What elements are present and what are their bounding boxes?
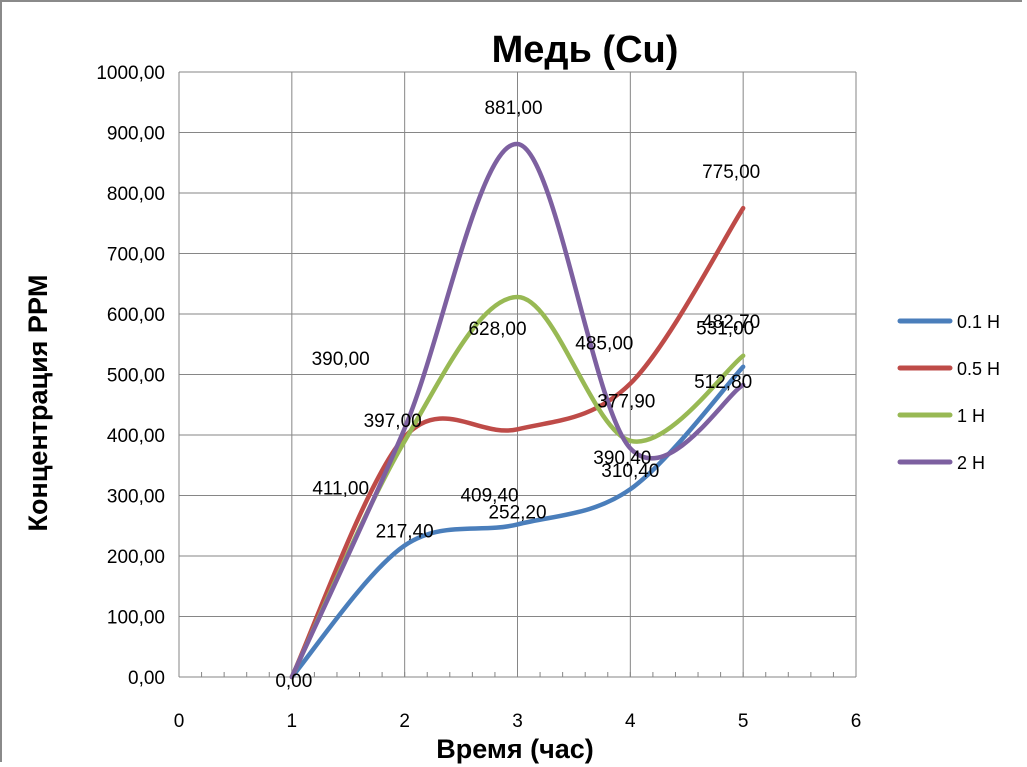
series-line-0-5 (289, 205, 746, 680)
y-tick-label: 1000,00 (96, 63, 165, 84)
chart-title: Медь (Cu) (492, 29, 679, 71)
legend-label: 0.1 Н (957, 312, 1000, 332)
y-tick-label: 300,00 (107, 487, 165, 508)
x-tick-label: 0 (174, 711, 185, 732)
data-label: 217,40 (376, 521, 434, 542)
data-label: 252,20 (488, 502, 546, 523)
data-label: 397,00 (364, 411, 422, 432)
y-tick-label: 700,00 (107, 245, 165, 266)
data-label: 409,40 (460, 485, 518, 506)
data-label: 390,40 (593, 448, 651, 469)
data-label: 775,00 (702, 162, 760, 183)
y-tick-label: 800,00 (107, 184, 165, 205)
data-label: 310,40 (601, 461, 659, 482)
y-tick-label: 500,00 (107, 366, 165, 387)
y-tick-label: 400,00 (107, 426, 165, 447)
x-minor-ticks (178, 672, 857, 677)
gridlines (178, 71, 857, 678)
x-tick-label: 6 (851, 711, 862, 732)
x-axis-title: Время (час) (436, 734, 594, 764)
data-label: 390,00 (312, 349, 370, 370)
y-tick-label: 900,00 (107, 124, 165, 145)
y-tick-label: 600,00 (107, 305, 165, 326)
data-label: 0,00 (275, 671, 312, 692)
data-label: 512,80 (694, 372, 752, 393)
x-tick-label: 1 (287, 711, 298, 732)
data-labels: 0,00 217,40 252,20 310,40 512,80 397,00 409,40… (275, 98, 760, 692)
y-tick-label: 200,00 (107, 547, 165, 568)
data-label: 411,00 (312, 478, 369, 499)
data-label: 485,00 (575, 334, 633, 355)
data-label: 377,90 (597, 391, 655, 412)
x-axis-ticks: 0 1 2 3 4 5 6 (174, 711, 862, 732)
y-axis-ticks: 0,00 100,00 200,00 300,00 400,00 500,00 600,00… (96, 63, 165, 689)
x-tick-label: 3 (512, 711, 523, 732)
data-label: 531,00 (696, 319, 754, 340)
legend-label: 2 Н (957, 453, 985, 473)
y-tick-label: 100,00 (107, 608, 165, 629)
legend-label: 0.5 Н (957, 359, 1000, 379)
series-line-2 (289, 141, 746, 680)
data-label: 482,70 (702, 312, 760, 333)
legend-label: 1 Н (957, 406, 985, 426)
x-tick-label: 4 (625, 711, 636, 732)
x-tick-label: 5 (738, 711, 749, 732)
y-tick-label: 0,00 (128, 668, 165, 689)
data-label: 881,00 (484, 98, 542, 119)
x-tick-label: 2 (399, 711, 410, 732)
series-lines (289, 141, 746, 680)
y-axis-title: Концентрация PPM (23, 275, 53, 532)
legend: 0.1 Н 0.5 Н 1 Н 2 Н (897, 312, 1000, 473)
data-label: 628,00 (468, 319, 526, 340)
